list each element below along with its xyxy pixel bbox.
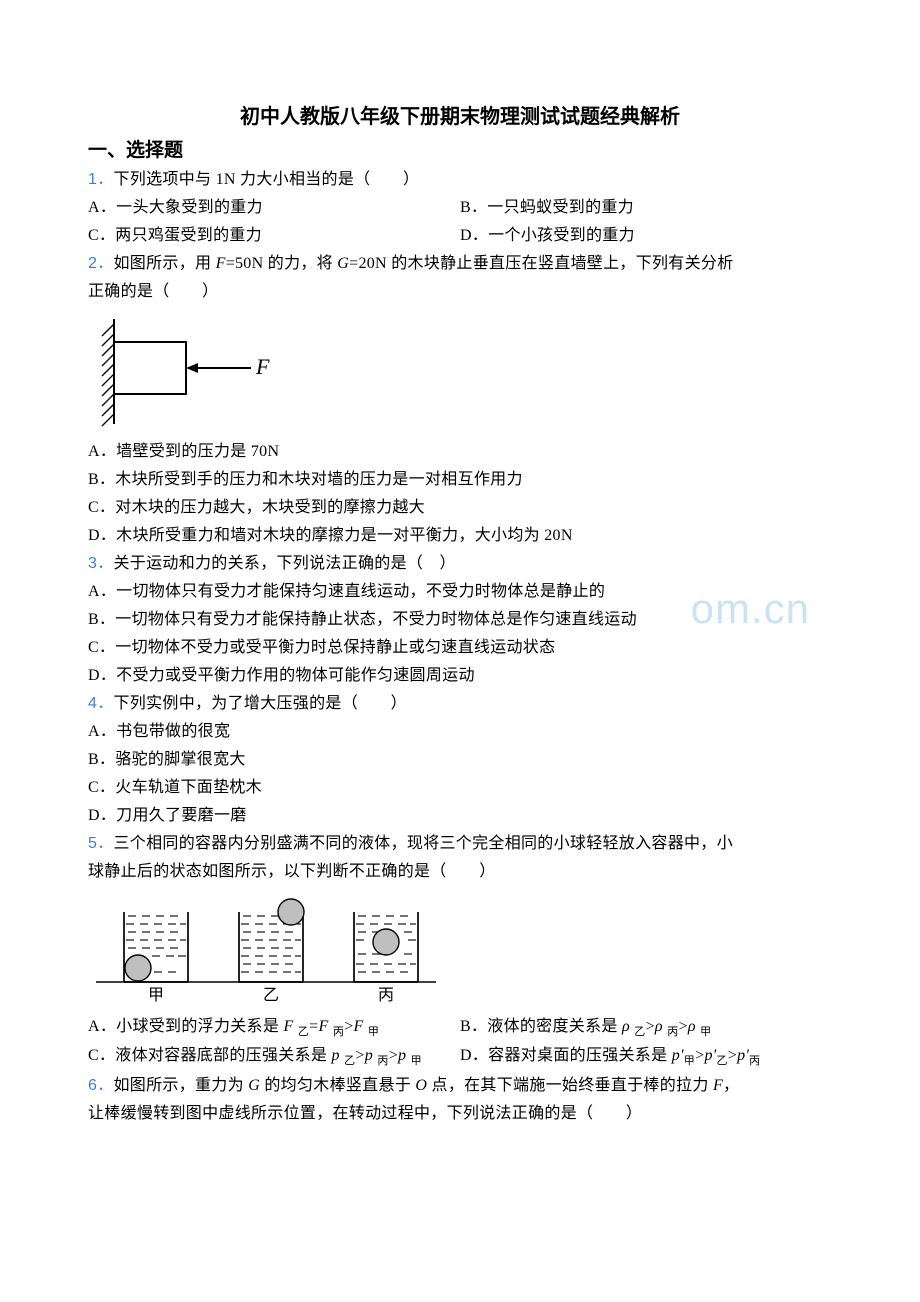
q1-opt-a: A．一头大象受到的重力 <box>88 194 460 222</box>
q1-opt-b: B．一只蚂蚁受到的重力 <box>460 194 832 222</box>
q6-t1: 如图所示，重力为 <box>114 1077 249 1094</box>
q6-F: F <box>713 1077 723 1094</box>
q4-opt-b: B．骆驼的脚掌很宽大 <box>88 746 832 774</box>
q1-stem: 1．下列选项中与 1N 力大小相当的是（ ） <box>88 166 832 194</box>
section-header: 一、选择题 <box>88 135 832 162</box>
q2-F: F <box>216 255 226 272</box>
q3-stem: 3．关于运动和力的关系，下列说法正确的是（ ） <box>88 550 832 578</box>
q3-opt-d: D．不受力或受平衡力作用的物体可能作匀速圆周运动 <box>88 662 832 690</box>
q1-opt-d: D．一个小孩受到的重力 <box>460 222 832 250</box>
page-title: 初中人教版八年级下册期末物理测试试题经典解析 <box>88 100 832 129</box>
q4-num: 4． <box>88 695 114 712</box>
q6-t3: 点，在其下端施一始终垂直于棒的拉力 <box>427 1077 713 1094</box>
q3-num: 3． <box>88 555 114 572</box>
q6-G: G <box>248 1077 260 1094</box>
q6-stem-line1: 6．如图所示，重力为 G 的均匀木棒竖直悬于 O 点，在其下端施一始终垂直于棒的… <box>88 1072 832 1100</box>
q5-diagram: 甲 乙 <box>96 894 832 1009</box>
q2-t3: =20N 的木块静止垂直压在竖直墙壁上，下列有关分析 <box>349 255 733 272</box>
q1-opt-c: C．两只鸡蛋受到的重力 <box>88 222 460 250</box>
q3-opt-b: B．一切物体只有受力才能保持静止状态，不受力时物体总是作匀速直线运动 <box>88 606 832 634</box>
q5-opt-c: C．液体对容器底部的压强关系是 p 乙>p 丙>p 甲 <box>88 1042 460 1071</box>
q3-stem-text: 关于运动和力的关系，下列说法正确的是（ ） <box>114 555 456 572</box>
q5-opt-a: A．小球受到的浮力关系是 F 乙=F 丙>F 甲 <box>88 1013 460 1042</box>
q6-t4: ， <box>723 1077 739 1094</box>
q2-opt-b: B．木块所受到手的压力和木块对墙的压力是一对相互作用力 <box>88 466 832 494</box>
svg-text:乙: 乙 <box>263 987 279 1004</box>
q1-stem-text: 下列选项中与 1N 力大小相当的是（ ） <box>114 171 420 188</box>
q5-stem-line1: 5．三个相同的容器内分别盛满不同的液体，现将三个完全相同的小球轻轻放入容器中，小 <box>88 830 832 858</box>
q4-stem: 4．下列实例中，为了增大压强的是（ ） <box>88 690 832 718</box>
q2-opt-a: A．墙壁受到的压力是 70N <box>88 438 832 466</box>
q2-t2: =50N 的力，将 <box>226 255 338 272</box>
q2-opt-c: C．对木块的压力越大，木块受到的摩擦力越大 <box>88 494 832 522</box>
q6-stem-line2: 让棒缓慢转到图中虚线所示位置，在转动过程中，下列说法正确的是（ ） <box>88 1100 832 1128</box>
q6-num: 6． <box>88 1077 114 1094</box>
q2-num: 2． <box>88 255 114 272</box>
q6-t2: 的均匀木棒竖直悬于 <box>260 1077 415 1094</box>
q2-diagram-F-label: F <box>255 354 270 379</box>
q1-num: 1． <box>88 171 114 188</box>
q2-stem-line1: 2．如图所示，用 F=50N 的力，将 G=20N 的木块静止垂直压在竖直墙壁上… <box>88 250 832 278</box>
svg-text:甲: 甲 <box>148 987 164 1004</box>
svg-text:丙: 丙 <box>378 987 394 1004</box>
q3-opt-a: A．一切物体只有受力才能保持匀速直线运动，不受力时物体总是静止的 <box>88 578 832 606</box>
q4-opt-a: A．书包带做的很宽 <box>88 718 832 746</box>
q5-t1: 三个相同的容器内分别盛满不同的液体，现将三个完全相同的小球轻轻放入容器中，小 <box>114 835 733 852</box>
q6-O: O <box>415 1077 427 1094</box>
q2-t1: 如图所示，用 <box>114 255 216 272</box>
q2-G: G <box>337 255 349 272</box>
q2-opt-d: D．木块所受重力和墙对木块的摩擦力是一对平衡力，大小均为 20N <box>88 522 832 550</box>
q5-num: 5． <box>88 835 114 852</box>
q4-opt-c: C．火车轨道下面垫枕木 <box>88 774 832 802</box>
q2-stem-line2: 正确的是（ ） <box>88 278 832 306</box>
q5-stem-line2: 球静止后的状态如图所示，以下判断不正确的是（ ） <box>88 858 832 886</box>
q2-diagram: F <box>96 314 832 434</box>
q3-opt-c: C．一切物体不受力或受平衡力时总保持静止或匀速直线运动状态 <box>88 634 832 662</box>
q5-opt-b: B．液体的密度关系是 ρ 乙>ρ 丙>ρ 甲 <box>460 1013 832 1042</box>
q4-stem-text: 下列实例中，为了增大压强的是（ ） <box>114 695 407 712</box>
q5-opt-d: D．容器对桌面的压强关系是 p'甲>p'乙>p'丙 <box>460 1042 832 1071</box>
q4-opt-d: D．刀用久了要磨一磨 <box>88 802 832 830</box>
